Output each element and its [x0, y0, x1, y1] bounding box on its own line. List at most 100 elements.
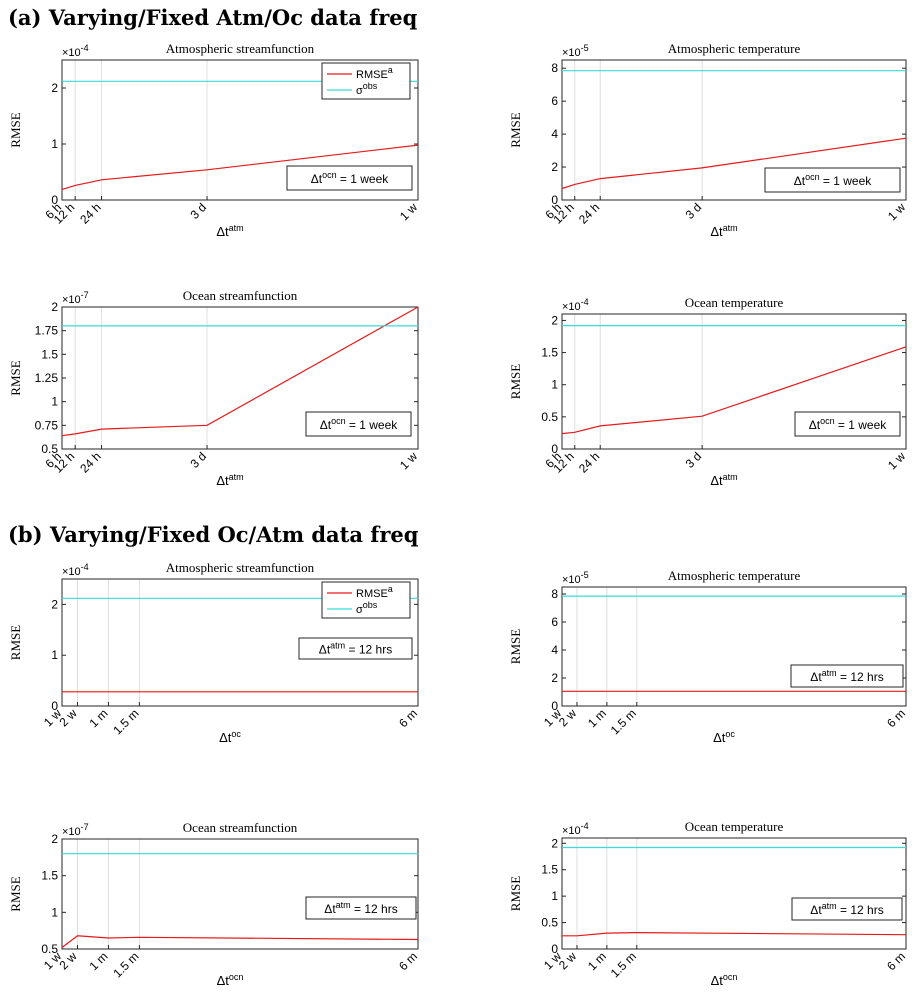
axis-exponent: ×10-7	[62, 290, 89, 306]
chart-title: Atmospheric temperature	[668, 568, 801, 583]
chart-title: Ocean temperature	[685, 819, 784, 834]
x-axis-label: Δtoc	[219, 729, 241, 745]
rmse-series-line	[561, 137, 907, 190]
annotation-text: Δtocn = 1 week	[311, 170, 390, 186]
x-tick-label: 6 m	[396, 949, 420, 973]
x-axis-label: Δtatm	[710, 472, 737, 488]
y-tick-label: 1.25	[35, 371, 59, 385]
y-tick-label: 0.5	[41, 942, 58, 956]
annotation-frame	[305, 411, 412, 437]
x-tick-label: 1 m	[87, 949, 111, 973]
x-tick-label: 1 m	[585, 706, 609, 730]
x-axis-label: Δtatm	[216, 472, 243, 488]
y-tick-label: 0	[551, 942, 558, 956]
y-tick-label: 0	[51, 699, 58, 713]
axis-exponent: ×10-4	[62, 43, 89, 59]
rmse-series-line	[562, 931, 907, 937]
axis-exponent: ×10-5	[562, 43, 589, 59]
chart-title: Ocean streamfunction	[183, 820, 298, 835]
axis-exponent: ×10-4	[62, 562, 89, 578]
annotation-box: Δtatm = 12 hrs	[298, 637, 413, 660]
x-axis-label: Δtatm	[710, 223, 737, 239]
x-tick-label: 2 w	[556, 706, 579, 729]
y-tick-label: 6	[551, 94, 558, 108]
legend-entry: RMSEa	[356, 65, 393, 81]
x-tick-label: 1.5 m	[608, 949, 639, 980]
y-tick-label: 0	[551, 699, 558, 713]
y-tick-label: 1.5	[541, 346, 558, 360]
annotation-box: Δtocn = 1 week	[764, 167, 901, 193]
x-tick-label: 1.5 m	[110, 949, 141, 980]
axis-exponent: ×10-4	[562, 297, 589, 313]
y-axis-label: RMSE	[8, 360, 23, 395]
y-axis-label: RMSE	[8, 112, 23, 147]
y-tick-label: 1	[551, 378, 558, 392]
x-tick-label: 2 w	[556, 949, 579, 972]
y-tick-label: 1	[51, 905, 58, 919]
axes-frame	[61, 59, 419, 201]
y-axis-label: RMSE	[508, 364, 523, 399]
y-tick-label: 2	[551, 313, 558, 327]
y-tick-label: 1.5	[541, 863, 558, 877]
y-tick-label: 0.75	[35, 418, 59, 432]
axes-frame	[561, 59, 907, 201]
annotation-text: Δtatm = 12 hrs	[324, 900, 397, 916]
x-tick-label: 1 w	[885, 449, 908, 472]
chart-title: Atmospheric streamfunction	[166, 41, 315, 56]
x-tick-label: 2 w	[56, 706, 79, 729]
annotation-frame	[305, 896, 417, 920]
x-tick-label: 2 w	[56, 949, 79, 972]
legend-entry: RMSEa	[356, 584, 393, 600]
rmse-series-line	[561, 346, 907, 435]
y-tick-label: 2	[51, 597, 58, 611]
y-tick-label: 0	[551, 193, 558, 207]
annotation-frame	[286, 165, 413, 191]
annotation-frame	[794, 411, 901, 437]
chart-title: Ocean streamfunction	[183, 288, 298, 303]
x-tick-label: 1 m	[87, 706, 111, 730]
y-tick-label: 6	[551, 615, 558, 629]
y-tick-label: 2	[51, 832, 58, 846]
y-tick-label: 0.5	[541, 916, 558, 930]
y-axis-label: RMSE	[508, 876, 523, 911]
y-tick-label: 1	[51, 648, 58, 662]
annotation-text: Δtocn = 1 week	[320, 416, 399, 432]
y-tick-label: 1	[51, 395, 58, 409]
chart-title: Atmospheric streamfunction	[166, 560, 315, 575]
legend-frame	[321, 581, 411, 619]
x-axis-label: Δtoc	[713, 729, 735, 745]
y-tick-label: 0	[51, 193, 58, 207]
annotation-box: Δtatm = 12 hrs	[790, 664, 904, 688]
annotation-frame	[790, 664, 904, 688]
legend-entry: σobs	[356, 600, 378, 616]
x-tick-label: 1 w	[397, 449, 420, 472]
annotation-box: Δtocn = 1 week	[794, 411, 901, 437]
y-tick-label: 0.5	[541, 410, 558, 424]
y-tick-label: 4	[551, 643, 558, 657]
axis-exponent: ×10-7	[62, 822, 89, 838]
annotation-box: Δtatm = 12 hrs	[791, 897, 903, 921]
x-axis-label: Δtatm	[216, 223, 243, 239]
chart-title: Ocean temperature	[685, 295, 784, 310]
axes-frame	[561, 313, 907, 450]
axes-frame	[61, 838, 419, 950]
legend-entry: σobs	[356, 81, 378, 97]
x-tick-label: 3 d	[187, 200, 209, 222]
axis-exponent: ×10-4	[562, 821, 589, 837]
x-tick-label: 3 d	[683, 200, 705, 222]
x-tick-label: 6 m	[396, 706, 420, 730]
annotation-box: Δtocn = 1 week	[286, 165, 413, 191]
